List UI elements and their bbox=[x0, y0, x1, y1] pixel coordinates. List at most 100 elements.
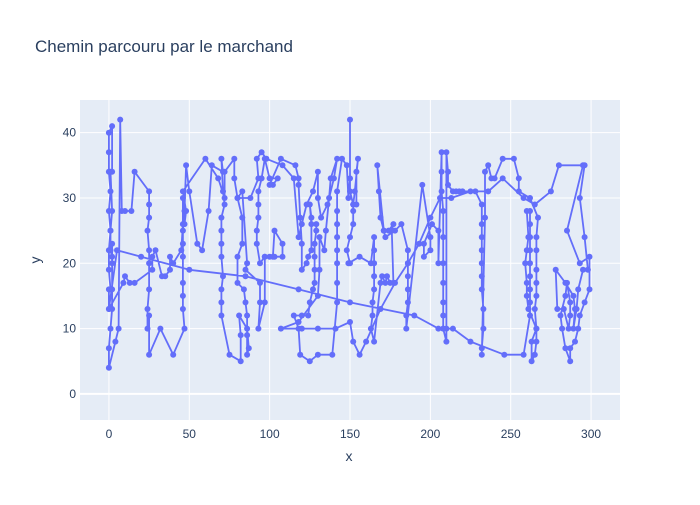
route-point bbox=[527, 221, 533, 228]
route-point bbox=[440, 234, 447, 241]
route-point bbox=[167, 253, 173, 260]
route-point bbox=[146, 201, 153, 208]
route-point bbox=[485, 188, 492, 195]
route-point bbox=[351, 188, 358, 195]
route-point bbox=[257, 279, 263, 286]
route-point bbox=[220, 273, 226, 280]
route-point bbox=[107, 247, 114, 254]
route-point bbox=[371, 286, 378, 293]
route-point bbox=[334, 155, 341, 162]
route-point bbox=[266, 181, 273, 188]
route-point bbox=[303, 201, 310, 208]
route-point bbox=[334, 208, 341, 214]
route-point bbox=[208, 162, 215, 169]
route-point bbox=[478, 234, 485, 241]
route-point bbox=[480, 306, 487, 312]
route-point bbox=[218, 155, 225, 162]
route-point bbox=[435, 227, 442, 234]
route-point bbox=[478, 247, 485, 254]
route-point bbox=[552, 266, 559, 273]
route-point bbox=[318, 214, 325, 221]
route-point bbox=[570, 325, 577, 332]
route-point bbox=[221, 201, 228, 208]
route-point bbox=[170, 351, 177, 358]
route-point bbox=[290, 175, 297, 182]
route-point bbox=[384, 273, 390, 280]
route-point bbox=[122, 208, 128, 214]
route-point bbox=[109, 260, 116, 267]
route-point bbox=[105, 149, 112, 156]
route-point bbox=[533, 266, 540, 273]
route-point bbox=[570, 292, 577, 299]
route-point bbox=[292, 162, 299, 169]
route-point bbox=[435, 325, 442, 332]
route-point bbox=[179, 188, 186, 195]
route-point bbox=[334, 279, 341, 286]
route-point bbox=[277, 325, 284, 332]
route-point bbox=[567, 345, 574, 352]
route-point bbox=[295, 319, 302, 325]
route-point bbox=[242, 299, 249, 306]
route-point bbox=[311, 240, 318, 247]
route-point bbox=[240, 286, 247, 293]
route-point bbox=[420, 240, 427, 247]
route-point bbox=[298, 312, 305, 319]
route-point bbox=[334, 299, 341, 306]
route-point bbox=[440, 299, 447, 306]
route-point bbox=[398, 221, 405, 228]
route-point bbox=[382, 279, 389, 286]
route-point bbox=[562, 292, 569, 299]
route-point bbox=[480, 325, 487, 332]
route-point bbox=[146, 214, 153, 221]
route-point bbox=[314, 292, 321, 299]
route-point bbox=[308, 214, 315, 221]
route-point bbox=[157, 325, 164, 332]
route-point bbox=[343, 162, 350, 169]
route-point bbox=[382, 234, 389, 241]
route-point bbox=[107, 168, 114, 175]
route-point bbox=[311, 266, 318, 273]
route-point bbox=[531, 201, 538, 208]
route-point bbox=[586, 286, 593, 293]
route-point bbox=[404, 299, 411, 306]
y-tick-label: 0 bbox=[69, 387, 76, 401]
route-point bbox=[279, 162, 286, 169]
route-point bbox=[427, 247, 434, 254]
route-point bbox=[527, 299, 533, 306]
x-tick-label: 150 bbox=[340, 427, 360, 441]
route-point bbox=[499, 175, 506, 182]
route-point bbox=[258, 149, 265, 156]
route-point bbox=[385, 227, 392, 234]
route-point bbox=[377, 214, 384, 221]
route-point bbox=[535, 214, 541, 221]
route-point bbox=[575, 325, 582, 332]
route-point bbox=[149, 266, 156, 273]
route-point bbox=[324, 201, 331, 208]
route-point bbox=[576, 312, 583, 319]
route-point bbox=[345, 195, 352, 201]
route-point bbox=[332, 325, 339, 332]
route-point bbox=[404, 273, 411, 280]
route-point bbox=[339, 155, 345, 162]
route-point bbox=[371, 260, 378, 267]
route-point bbox=[237, 332, 244, 339]
route-point bbox=[564, 227, 570, 234]
route-point bbox=[247, 195, 254, 201]
route-point bbox=[485, 162, 492, 169]
route-point bbox=[350, 201, 357, 208]
route-point bbox=[234, 253, 241, 260]
route-point bbox=[533, 234, 540, 241]
route-point bbox=[527, 247, 533, 254]
route-point bbox=[380, 227, 387, 234]
route-point bbox=[274, 175, 281, 182]
route-point bbox=[218, 214, 225, 221]
route-point bbox=[363, 338, 370, 345]
route-series bbox=[105, 116, 593, 371]
route-point bbox=[253, 240, 260, 247]
route-point bbox=[107, 227, 114, 234]
route-point bbox=[371, 273, 378, 280]
route-point bbox=[295, 175, 302, 182]
route-point bbox=[547, 188, 554, 195]
route-point bbox=[255, 175, 262, 182]
route-point bbox=[218, 253, 225, 260]
